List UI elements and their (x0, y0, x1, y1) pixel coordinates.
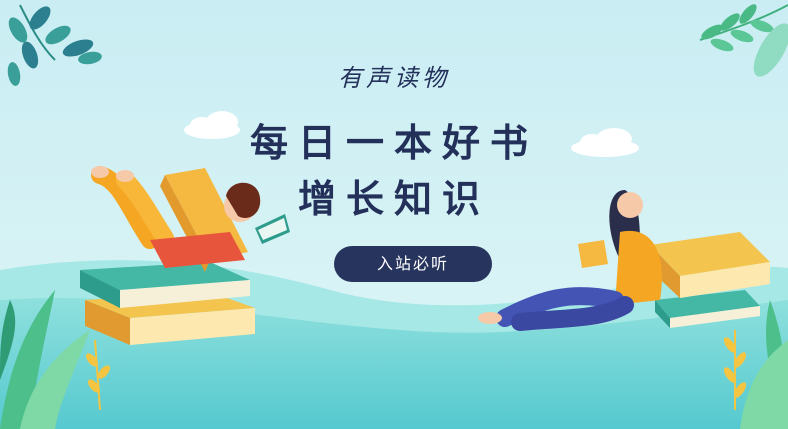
leaves-top-right-icon (699, 4, 788, 77)
plants-bottom-right-icon (723, 300, 788, 429)
plants-bottom-left-icon (0, 290, 110, 429)
leaves-top-left-icon (7, 4, 102, 86)
banner-subtitle: 有声读物 (338, 64, 450, 92)
headline-line-2: 增长知识 (297, 177, 490, 221)
woman-reading-illustration (478, 190, 662, 331)
girl-reading-illustration (91, 166, 290, 268)
book-stack-right (650, 232, 770, 328)
cloud-right (571, 128, 639, 157)
headline-line-1: 每日一本好书 (249, 121, 538, 165)
cloud-left (184, 111, 240, 139)
enter-site-button[interactable]: 入站必听 (334, 246, 492, 282)
